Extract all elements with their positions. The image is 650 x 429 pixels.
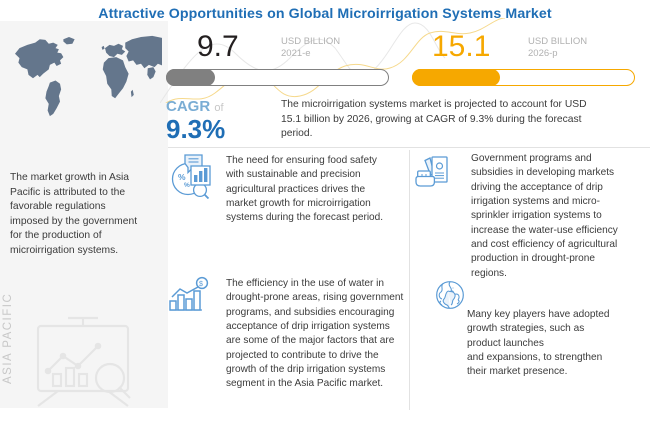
svg-text:%: %	[184, 182, 190, 189]
svg-text:$: $	[199, 281, 203, 288]
svg-text:%: %	[178, 172, 186, 182]
